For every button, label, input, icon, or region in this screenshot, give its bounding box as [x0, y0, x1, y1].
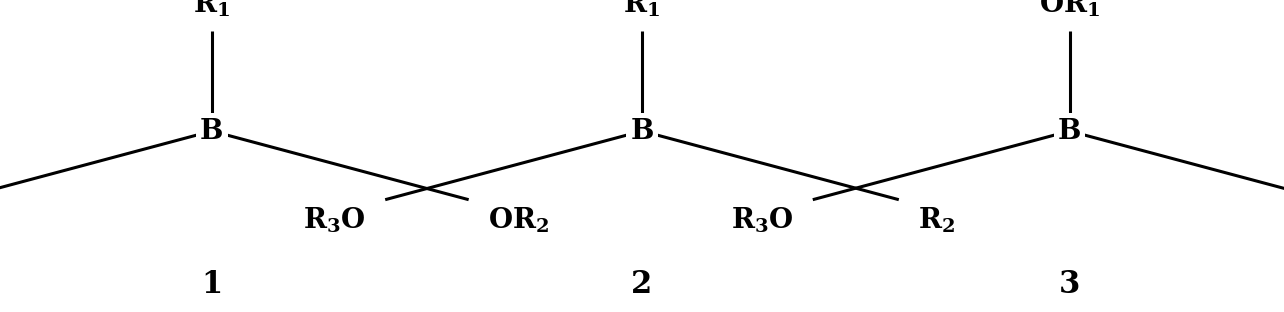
Text: $\mathdefault{OR_2}$: $\mathdefault{OR_2}$ [488, 206, 550, 236]
Text: $\mathdefault{R_1}$: $\mathdefault{R_1}$ [624, 0, 660, 19]
Text: $\mathdefault{R_2}$: $\mathdefault{R_2}$ [918, 206, 955, 236]
Text: 2: 2 [632, 269, 652, 300]
Text: $\mathdefault{R_3O}$: $\mathdefault{R_3O}$ [731, 206, 794, 236]
Text: 1: 1 [202, 269, 222, 300]
Text: $\mathdefault{OR_1}$: $\mathdefault{OR_1}$ [1039, 0, 1100, 19]
Text: 3: 3 [1059, 269, 1080, 300]
Text: $\mathdefault{R_1}$: $\mathdefault{R_1}$ [194, 0, 230, 19]
Text: $\mathdefault{R_3O}$: $\mathdefault{R_3O}$ [303, 206, 366, 236]
Text: B: B [200, 118, 223, 144]
Text: B: B [630, 118, 654, 144]
Text: B: B [1058, 118, 1081, 144]
